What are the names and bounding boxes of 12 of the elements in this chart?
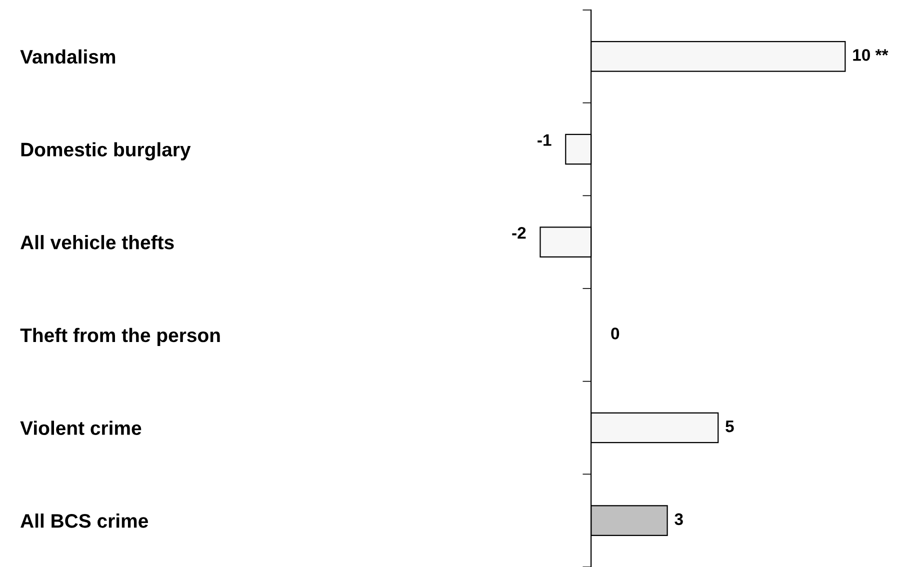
data-label: 3 <box>674 513 683 526</box>
y-tick-label: All vehicle thefts <box>20 235 174 250</box>
y-tick-label: Theft from the person <box>20 328 220 346</box>
y-tick-label: Vandalism <box>20 49 116 64</box>
data-label: 10 ** <box>853 49 888 61</box>
data-label: -1 <box>538 134 552 146</box>
data-label: 5 <box>726 420 734 432</box>
data-label: -2 <box>512 226 526 239</box>
y-tick-label: All BCS crime <box>20 514 148 528</box>
y-tick-label: Domestic burglary <box>21 142 191 160</box>
data-label: 0 <box>611 328 620 340</box>
y-tick-label: Violent crime <box>20 420 142 435</box>
